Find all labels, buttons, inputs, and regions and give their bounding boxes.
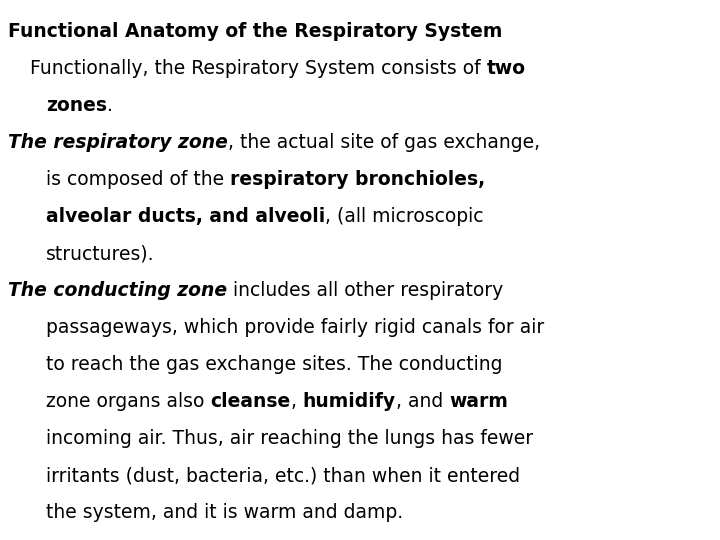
Text: Functionally, the Respiratory System consists of: Functionally, the Respiratory System con… [30,59,487,78]
Text: .: . [107,96,113,115]
Text: structures).: structures). [46,244,155,263]
Text: incoming air. Thus, air reaching the lungs has fewer: incoming air. Thus, air reaching the lun… [46,429,533,448]
Text: Functional Anatomy of the Respiratory System: Functional Anatomy of the Respiratory Sy… [8,22,503,41]
Text: two: two [487,59,526,78]
Text: irritants (dust, bacteria, etc.) than when it entered: irritants (dust, bacteria, etc.) than wh… [46,466,520,485]
Text: cleanse: cleanse [210,392,291,411]
Text: the system, and it is warm and damp.: the system, and it is warm and damp. [46,503,403,522]
Text: warm: warm [449,392,508,411]
Text: is composed of the: is composed of the [46,170,230,189]
Text: The conducting zone: The conducting zone [8,281,227,300]
Text: , (all microscopic: , (all microscopic [325,207,484,226]
Text: The respiratory zone: The respiratory zone [8,133,228,152]
Text: , and: , and [396,392,449,411]
Text: to reach the gas exchange sites. The conducting: to reach the gas exchange sites. The con… [46,355,503,374]
Text: passageways, which provide fairly rigid canals for air: passageways, which provide fairly rigid … [46,318,544,337]
Text: respiratory bronchioles,: respiratory bronchioles, [230,170,485,189]
Text: zone organs also: zone organs also [46,392,210,411]
Text: ,: , [291,392,302,411]
Text: alveolar ducts, and alveoli: alveolar ducts, and alveoli [46,207,325,226]
Text: , the actual site of gas exchange,: , the actual site of gas exchange, [228,133,540,152]
Text: humidify: humidify [302,392,396,411]
Text: includes all other respiratory: includes all other respiratory [227,281,503,300]
Text: zones: zones [46,96,107,115]
